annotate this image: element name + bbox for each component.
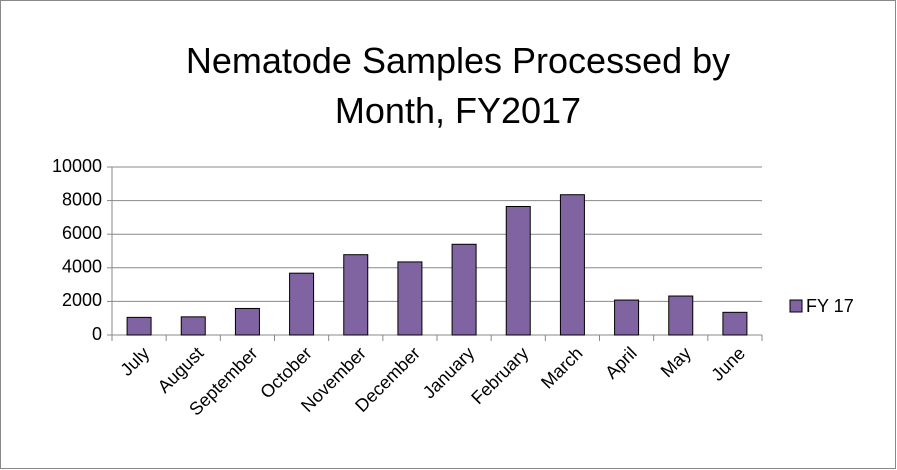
bar (722, 311, 748, 336)
bar (451, 243, 477, 336)
y-tick-label: 10000 (52, 156, 102, 176)
bar (397, 261, 423, 336)
bar (559, 194, 585, 336)
bar (180, 316, 206, 336)
y-tick-label: 6000 (62, 223, 102, 243)
y-tick-label: 2000 (62, 290, 102, 310)
bar (234, 307, 260, 336)
legend-swatch (789, 299, 803, 313)
y-tick-label: 4000 (62, 257, 102, 277)
bar (614, 299, 640, 336)
bar (343, 254, 369, 336)
bar (668, 295, 694, 336)
bar (126, 316, 152, 336)
bar (289, 272, 315, 336)
bar (505, 205, 531, 336)
y-tick-label: 8000 (62, 189, 102, 209)
legend-label: FY 17 (806, 296, 854, 316)
chart-title: Nematode Samples Processed by Month, FY2… (185, 40, 731, 131)
y-tick-label: 0 (92, 324, 102, 344)
